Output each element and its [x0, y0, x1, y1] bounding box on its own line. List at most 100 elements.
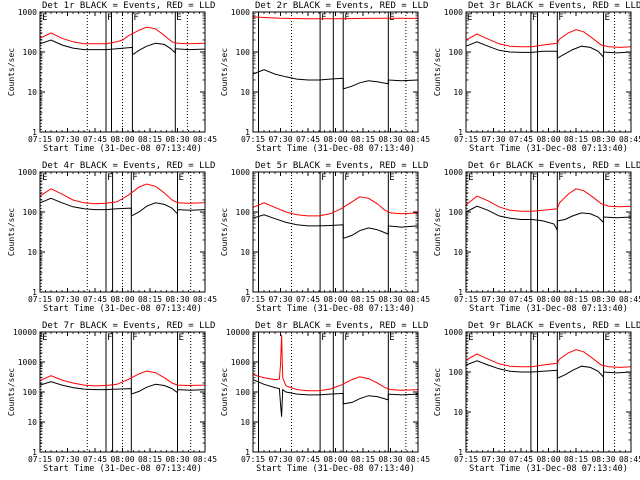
event-marker-label: F	[107, 13, 112, 23]
y-tick-label: 1000	[18, 358, 37, 367]
y-tick-label: 100	[23, 48, 38, 57]
x-tick-label: 07:15	[241, 135, 265, 144]
x-tick-label: 08:00	[323, 295, 347, 304]
x-tick-label: 07:30	[55, 295, 79, 304]
panel-title: Det 1r BLACK = Events, RED = LLD	[42, 1, 215, 11]
series-line-lld	[465, 29, 632, 48]
panel-title: Det 2r BLACK = Events, RED = LLD	[255, 1, 428, 11]
y-axis-label: Counts/sec	[433, 368, 442, 416]
y-tick-label: 1	[458, 448, 463, 457]
y-tick-label: 100	[449, 208, 464, 217]
x-tick-label: 08:30	[378, 295, 402, 304]
x-tick-label: 08:30	[165, 295, 189, 304]
series-line-events	[252, 214, 419, 239]
x-tick-label: 08:15	[564, 135, 588, 144]
y-tick-label: 1	[32, 288, 37, 297]
panel-title: Det 9r BLACK = Events, RED = LLD	[468, 321, 640, 331]
x-axis-label: Start Time (31-Dec-08 07:13:40)	[43, 464, 202, 474]
x-tick-label: 08:45	[406, 295, 430, 304]
x-tick-label: 08:15	[138, 455, 162, 464]
event-marker-label: E	[467, 13, 472, 23]
x-tick-label: 08:15	[138, 295, 162, 304]
x-axis-label: Start Time (31-Dec-08 07:13:40)	[469, 304, 628, 314]
y-tick-label: 1000	[231, 168, 250, 177]
y-tick-label: 1000	[18, 8, 37, 17]
event-marker-label: F	[107, 173, 112, 183]
chart-panel: Det 3r BLACK = Events, RED = LLD Counts/s…	[433, 1, 640, 154]
y-tick-label: 1	[245, 128, 250, 137]
plot-frame	[465, 11, 632, 133]
y-tick-label: 1000	[231, 8, 250, 17]
x-tick-label: 08:30	[591, 455, 615, 464]
x-tick-label: 08:00	[536, 135, 560, 144]
x-tick-label: 08:30	[165, 135, 189, 144]
series-line-events	[252, 379, 419, 417]
x-axis-label: Start Time (31-Dec-08 07:13:40)	[43, 144, 202, 154]
x-tick-label: 08:45	[193, 455, 217, 464]
x-tick-label: 07:15	[28, 135, 52, 144]
series-line-events	[465, 205, 632, 231]
x-tick-label: 07:45	[83, 135, 107, 144]
panel-title: Det 3r BLACK = Events, RED = LLD	[468, 1, 640, 11]
y-axis-label: Counts/sec	[220, 368, 229, 416]
x-tick-label: 08:30	[591, 135, 615, 144]
chart-panel: Det 1r BLACK = Events, RED = LLD Counts/s…	[7, 1, 217, 154]
series-line-lld	[252, 334, 419, 392]
event-marker-label: E	[389, 333, 394, 343]
chart-panel: Det 8r BLACK = Events, RED = LLD Counts/s…	[220, 321, 430, 474]
y-tick-label: 10	[453, 408, 463, 417]
x-tick-label: 07:15	[28, 455, 52, 464]
y-tick-label: 10	[453, 248, 463, 257]
x-tick-label: 07:45	[296, 135, 320, 144]
event-marker-label: E	[605, 333, 610, 343]
x-tick-label: 08:15	[138, 135, 162, 144]
y-tick-label: 1000	[231, 358, 250, 367]
x-tick-label: 07:30	[268, 295, 292, 304]
x-tick-label: 07:15	[28, 295, 52, 304]
y-axis-label: Counts/sec	[7, 208, 16, 256]
event-marker-label: F	[558, 13, 563, 23]
panel-title: Det 7r BLACK = Events, RED = LLD	[42, 321, 215, 331]
event-marker-label: E	[468, 173, 473, 183]
x-axis-label: Start Time (31-Dec-08 07:13:40)	[256, 304, 415, 314]
series-line-events	[465, 41, 632, 60]
y-tick-label: 1000	[444, 168, 463, 177]
event-marker-label: E	[42, 173, 47, 183]
event-marker-label: F	[344, 333, 349, 343]
x-tick-label: 08:45	[406, 455, 430, 464]
y-axis-label: Counts/sec	[220, 208, 229, 256]
plot-frame	[465, 331, 632, 453]
y-tick-label: 10000	[13, 328, 37, 337]
series-line-lld	[465, 349, 632, 368]
event-marker-label: F	[532, 173, 537, 183]
event-marker-label: F	[344, 173, 349, 183]
y-tick-label: 100	[23, 388, 38, 397]
x-tick-label: 07:30	[481, 135, 505, 144]
x-tick-label: 08:45	[193, 295, 217, 304]
series-line-events	[39, 197, 206, 217]
event-marker-label: E	[605, 173, 610, 183]
x-tick-label: 08:00	[323, 135, 347, 144]
series-line-lld	[252, 16, 419, 20]
y-tick-label: 1	[245, 288, 250, 297]
y-tick-label: 10	[240, 248, 250, 257]
y-tick-label: 100	[449, 368, 464, 377]
x-tick-label: 08:00	[536, 455, 560, 464]
x-tick-label: 07:30	[55, 135, 79, 144]
x-tick-label: 08:30	[591, 295, 615, 304]
event-marker-label: E	[179, 333, 184, 343]
x-tick-label: 08:15	[351, 295, 375, 304]
event-marker-label: F	[107, 333, 112, 343]
x-tick-label: 07:45	[509, 295, 533, 304]
x-tick-label: 08:45	[619, 135, 640, 144]
y-tick-label: 10	[27, 88, 37, 97]
series-line-lld	[465, 188, 632, 212]
y-tick-label: 10	[240, 418, 250, 427]
x-tick-label: 07:15	[454, 455, 478, 464]
x-tick-label: 08:00	[323, 455, 347, 464]
x-tick-label: 08:45	[406, 135, 430, 144]
x-tick-label: 07:15	[241, 455, 265, 464]
x-tick-label: 07:30	[481, 295, 505, 304]
x-tick-label: 08:00	[536, 295, 560, 304]
